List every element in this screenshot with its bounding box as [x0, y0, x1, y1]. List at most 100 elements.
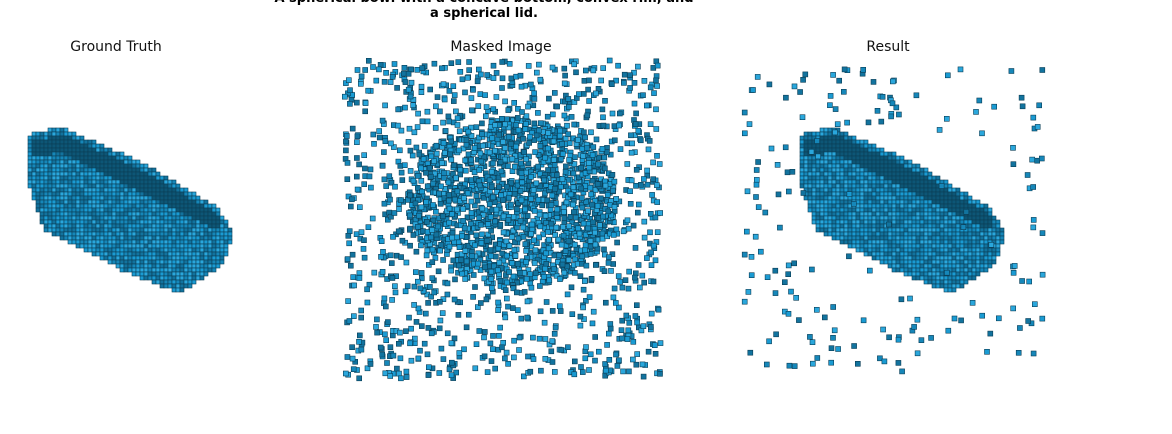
voxel	[919, 195, 925, 201]
voxel	[139, 175, 145, 181]
voxel	[903, 243, 909, 249]
voxel	[474, 78, 481, 85]
voxel	[536, 335, 543, 342]
voxel	[608, 268, 614, 274]
voxel	[183, 195, 189, 201]
voxel	[437, 317, 444, 324]
voxel	[429, 259, 436, 266]
voxel	[991, 227, 997, 233]
voxel	[27, 143, 33, 149]
voxel	[556, 188, 562, 195]
voxel	[111, 207, 117, 213]
voxel	[585, 160, 592, 166]
voxel	[175, 267, 181, 273]
voxel	[654, 182, 660, 188]
voxel	[935, 207, 941, 213]
voxel	[505, 163, 511, 169]
voxel	[99, 215, 105, 221]
voxel	[35, 187, 41, 193]
voxel	[915, 171, 921, 177]
voxel	[131, 203, 137, 209]
voxel	[187, 239, 193, 245]
voxel	[163, 271, 169, 277]
voxel	[191, 191, 197, 197]
voxel	[199, 211, 205, 217]
voxel	[107, 255, 113, 261]
voxel	[875, 171, 881, 177]
voxel	[951, 191, 957, 197]
voxel	[430, 217, 436, 224]
voxel	[815, 195, 821, 201]
voxel	[987, 211, 993, 217]
voxel	[139, 207, 145, 213]
voxel	[55, 159, 61, 165]
voxel	[827, 211, 833, 217]
voxel	[995, 243, 1001, 249]
voxel	[155, 267, 161, 273]
voxel	[35, 175, 41, 181]
voxel	[839, 179, 845, 185]
voxel	[451, 335, 458, 342]
voxel	[927, 239, 933, 245]
voxel	[631, 100, 638, 107]
voxel	[436, 190, 442, 197]
voxel	[203, 267, 209, 273]
voxel	[75, 207, 81, 213]
voxel	[143, 223, 149, 229]
voxel	[51, 183, 57, 189]
voxel	[971, 251, 977, 257]
voxel	[99, 199, 105, 205]
voxel	[496, 332, 502, 339]
voxel	[183, 191, 189, 197]
voxel	[955, 195, 961, 201]
voxel	[207, 243, 213, 249]
voxel	[823, 151, 829, 157]
voxel	[851, 171, 857, 177]
voxel	[59, 195, 65, 201]
voxel	[183, 247, 189, 253]
voxel	[139, 179, 145, 185]
voxel	[151, 247, 157, 253]
voxel	[803, 183, 809, 189]
voxel	[570, 201, 577, 208]
voxel	[183, 255, 189, 261]
voxel	[558, 156, 564, 162]
voxel	[203, 231, 209, 237]
voxel	[436, 298, 443, 305]
voxel	[543, 299, 550, 305]
voxel	[67, 171, 73, 177]
voxel	[139, 187, 145, 193]
voxel	[163, 259, 169, 265]
voxel	[500, 197, 506, 203]
voxel	[581, 247, 588, 253]
voxel	[179, 239, 185, 245]
voxel	[863, 211, 869, 217]
voxel	[831, 151, 837, 157]
voxel	[903, 231, 909, 237]
voxel	[847, 167, 853, 173]
voxel	[55, 219, 61, 225]
voxel	[191, 219, 197, 225]
voxel	[87, 211, 93, 217]
voxel	[211, 231, 217, 237]
voxel	[179, 215, 185, 221]
voxel	[803, 151, 809, 157]
voxel	[627, 201, 634, 207]
voxel	[195, 231, 201, 237]
voxel	[610, 232, 617, 238]
voxel	[223, 247, 229, 253]
voxel	[195, 219, 201, 225]
voxel	[895, 235, 901, 241]
voxel	[895, 183, 901, 189]
voxel	[875, 151, 881, 157]
voxel	[983, 247, 989, 253]
voxel	[79, 147, 85, 153]
voxel	[626, 368, 632, 375]
voxel	[839, 175, 845, 181]
voxel	[119, 219, 125, 225]
voxel	[835, 151, 841, 157]
voxel	[167, 203, 173, 209]
voxel	[943, 179, 949, 185]
voxel	[143, 175, 149, 181]
voxel	[656, 161, 663, 167]
